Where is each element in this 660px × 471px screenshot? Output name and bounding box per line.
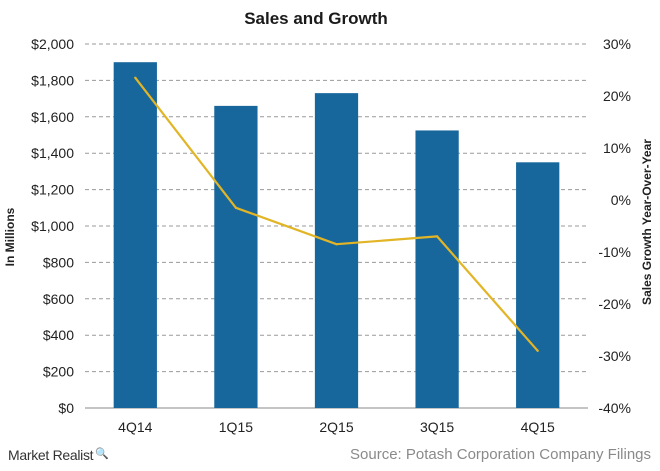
y-tick-label: $400 — [43, 327, 74, 343]
growth-point — [435, 235, 439, 238]
y2-tick-label: -10% — [598, 244, 631, 260]
bar — [113, 62, 157, 408]
y2-tick-label: -30% — [598, 348, 631, 364]
y-tick-label: $0 — [58, 400, 74, 416]
y2-tick-label: -20% — [598, 296, 631, 312]
y-tick-label: $600 — [43, 291, 74, 307]
source-note: Source: Potash Corporation Company Filin… — [350, 446, 651, 463]
y2-axis-title: Sales Growth Year-Over-Year — [640, 139, 654, 305]
y-tick-label: $1,800 — [31, 72, 74, 88]
y-axis-title: In Millions — [3, 207, 17, 266]
x-tick-label: 4Q14 — [118, 419, 152, 435]
x-tick-label: 2Q15 — [319, 419, 353, 435]
x-tick-label: 4Q15 — [521, 419, 555, 435]
y-axis-right: -40% -30% -20% -10% 0% 10% 20% 30% — [598, 36, 631, 416]
line-series — [134, 76, 539, 352]
y2-tick-label: -40% — [598, 400, 631, 416]
bar — [516, 162, 560, 408]
y2-tick-label: 30% — [603, 36, 631, 52]
y-tick-label: $800 — [43, 254, 74, 270]
growth-point — [335, 243, 338, 246]
y-tick-label: $1,400 — [31, 145, 74, 161]
x-axis: 4Q14 1Q15 2Q15 3Q15 4Q15 — [118, 419, 555, 435]
bar-series — [113, 62, 560, 408]
brand-name: Market Realist — [8, 447, 94, 463]
magnifier-icon: 🔍 — [95, 448, 109, 460]
bar — [214, 105, 258, 408]
growth-point — [134, 76, 137, 80]
growth-point — [234, 206, 238, 209]
growth-point — [536, 349, 539, 352]
y-tick-label: $2,000 — [31, 36, 74, 52]
x-tick-label: 1Q15 — [219, 419, 253, 435]
bar — [415, 130, 459, 408]
y-axis-left: $0 $200 $400 $600 $800 $1,000 $1,200 $1,400 $1,6… — [31, 36, 74, 416]
y2-tick-label: 10% — [603, 140, 631, 156]
x-tick-label: 3Q15 — [420, 419, 454, 435]
y2-tick-label: 0% — [611, 192, 631, 208]
chart-title: Sales and Growth — [244, 9, 388, 28]
y-tick-label: $1,200 — [31, 182, 74, 198]
y-tick-label: $1,000 — [31, 218, 74, 234]
bar — [314, 93, 359, 408]
y2-tick-label: 20% — [603, 88, 631, 104]
y-tick-label: $1,600 — [31, 109, 74, 125]
brand-logo: Market Realist 🔍 — [8, 447, 109, 463]
y-tick-label: $200 — [43, 364, 74, 380]
